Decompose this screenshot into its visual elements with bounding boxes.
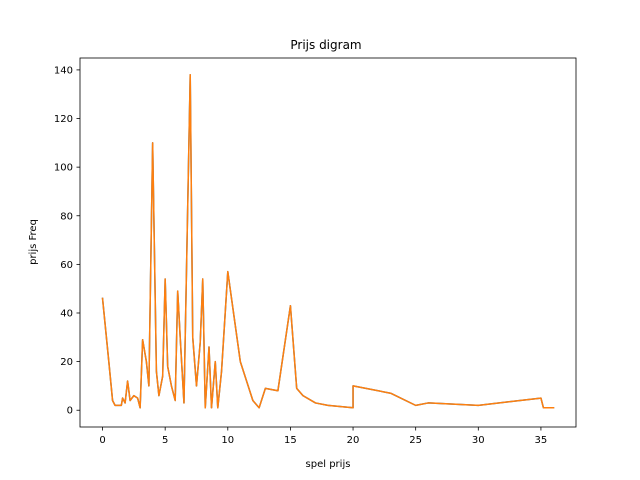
y-tick-label: 0 — [67, 406, 73, 417]
y-axis: 0 20 40 60 80 100 120 140 — [54, 65, 80, 417]
y-tick-label: 40 — [60, 308, 73, 319]
y-axis-label: prijs Freq — [28, 219, 39, 265]
plot-frame — [79, 57, 577, 428]
y-tick-label: 20 — [60, 357, 73, 368]
x-tick-label: 25 — [409, 435, 422, 446]
x-tick-label: 30 — [472, 435, 485, 446]
x-tick-label: 15 — [284, 435, 297, 446]
y-tick-label: 60 — [60, 260, 73, 271]
y-tick-label: 140 — [54, 65, 73, 76]
x-axis-label: spel prijs — [306, 459, 351, 470]
x-tick-label: 20 — [347, 435, 360, 446]
y-tick-label: 100 — [54, 163, 73, 174]
series-layer — [101, 74, 555, 409]
x-tick-label: 35 — [535, 435, 548, 446]
y-tick-label: 120 — [54, 114, 73, 125]
x-tick-label: 5 — [162, 435, 168, 446]
x-tick-label: 0 — [99, 435, 105, 446]
series-line-2 — [101, 74, 555, 409]
y-tick-label: 80 — [60, 211, 73, 222]
chart-title: Prijs digram — [290, 38, 361, 52]
x-tick-label: 10 — [221, 435, 234, 446]
x-axis: 0 5 10 15 20 25 30 35 — [99, 427, 547, 446]
